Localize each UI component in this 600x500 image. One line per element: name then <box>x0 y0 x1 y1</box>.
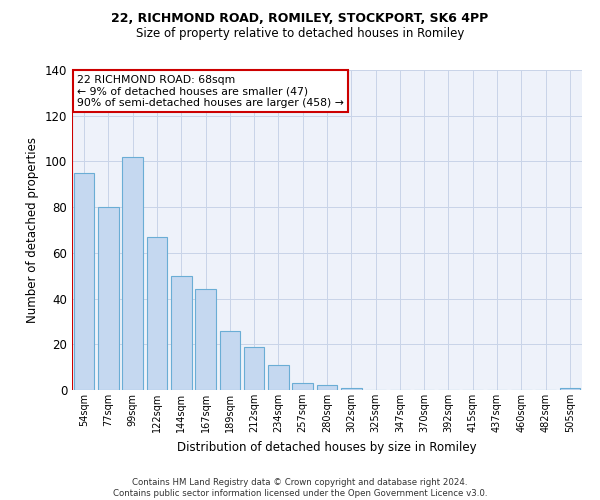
Bar <box>292 383 313 390</box>
Text: Size of property relative to detached houses in Romiley: Size of property relative to detached ho… <box>136 28 464 40</box>
Y-axis label: Number of detached properties: Number of detached properties <box>26 137 39 323</box>
Bar <box>268 365 289 390</box>
Bar <box>146 237 167 390</box>
Bar <box>171 276 191 390</box>
Bar <box>74 173 94 390</box>
Bar <box>341 388 362 390</box>
Bar <box>220 330 240 390</box>
Bar <box>98 207 119 390</box>
Bar <box>122 157 143 390</box>
X-axis label: Distribution of detached houses by size in Romiley: Distribution of detached houses by size … <box>177 440 477 454</box>
Text: Contains HM Land Registry data © Crown copyright and database right 2024.
Contai: Contains HM Land Registry data © Crown c… <box>113 478 487 498</box>
Bar <box>560 388 580 390</box>
Bar <box>195 290 216 390</box>
Bar <box>244 346 265 390</box>
Text: 22, RICHMOND ROAD, ROMILEY, STOCKPORT, SK6 4PP: 22, RICHMOND ROAD, ROMILEY, STOCKPORT, S… <box>112 12 488 26</box>
Text: 22 RICHMOND ROAD: 68sqm
← 9% of detached houses are smaller (47)
90% of semi-det: 22 RICHMOND ROAD: 68sqm ← 9% of detached… <box>77 75 344 108</box>
Bar <box>317 386 337 390</box>
